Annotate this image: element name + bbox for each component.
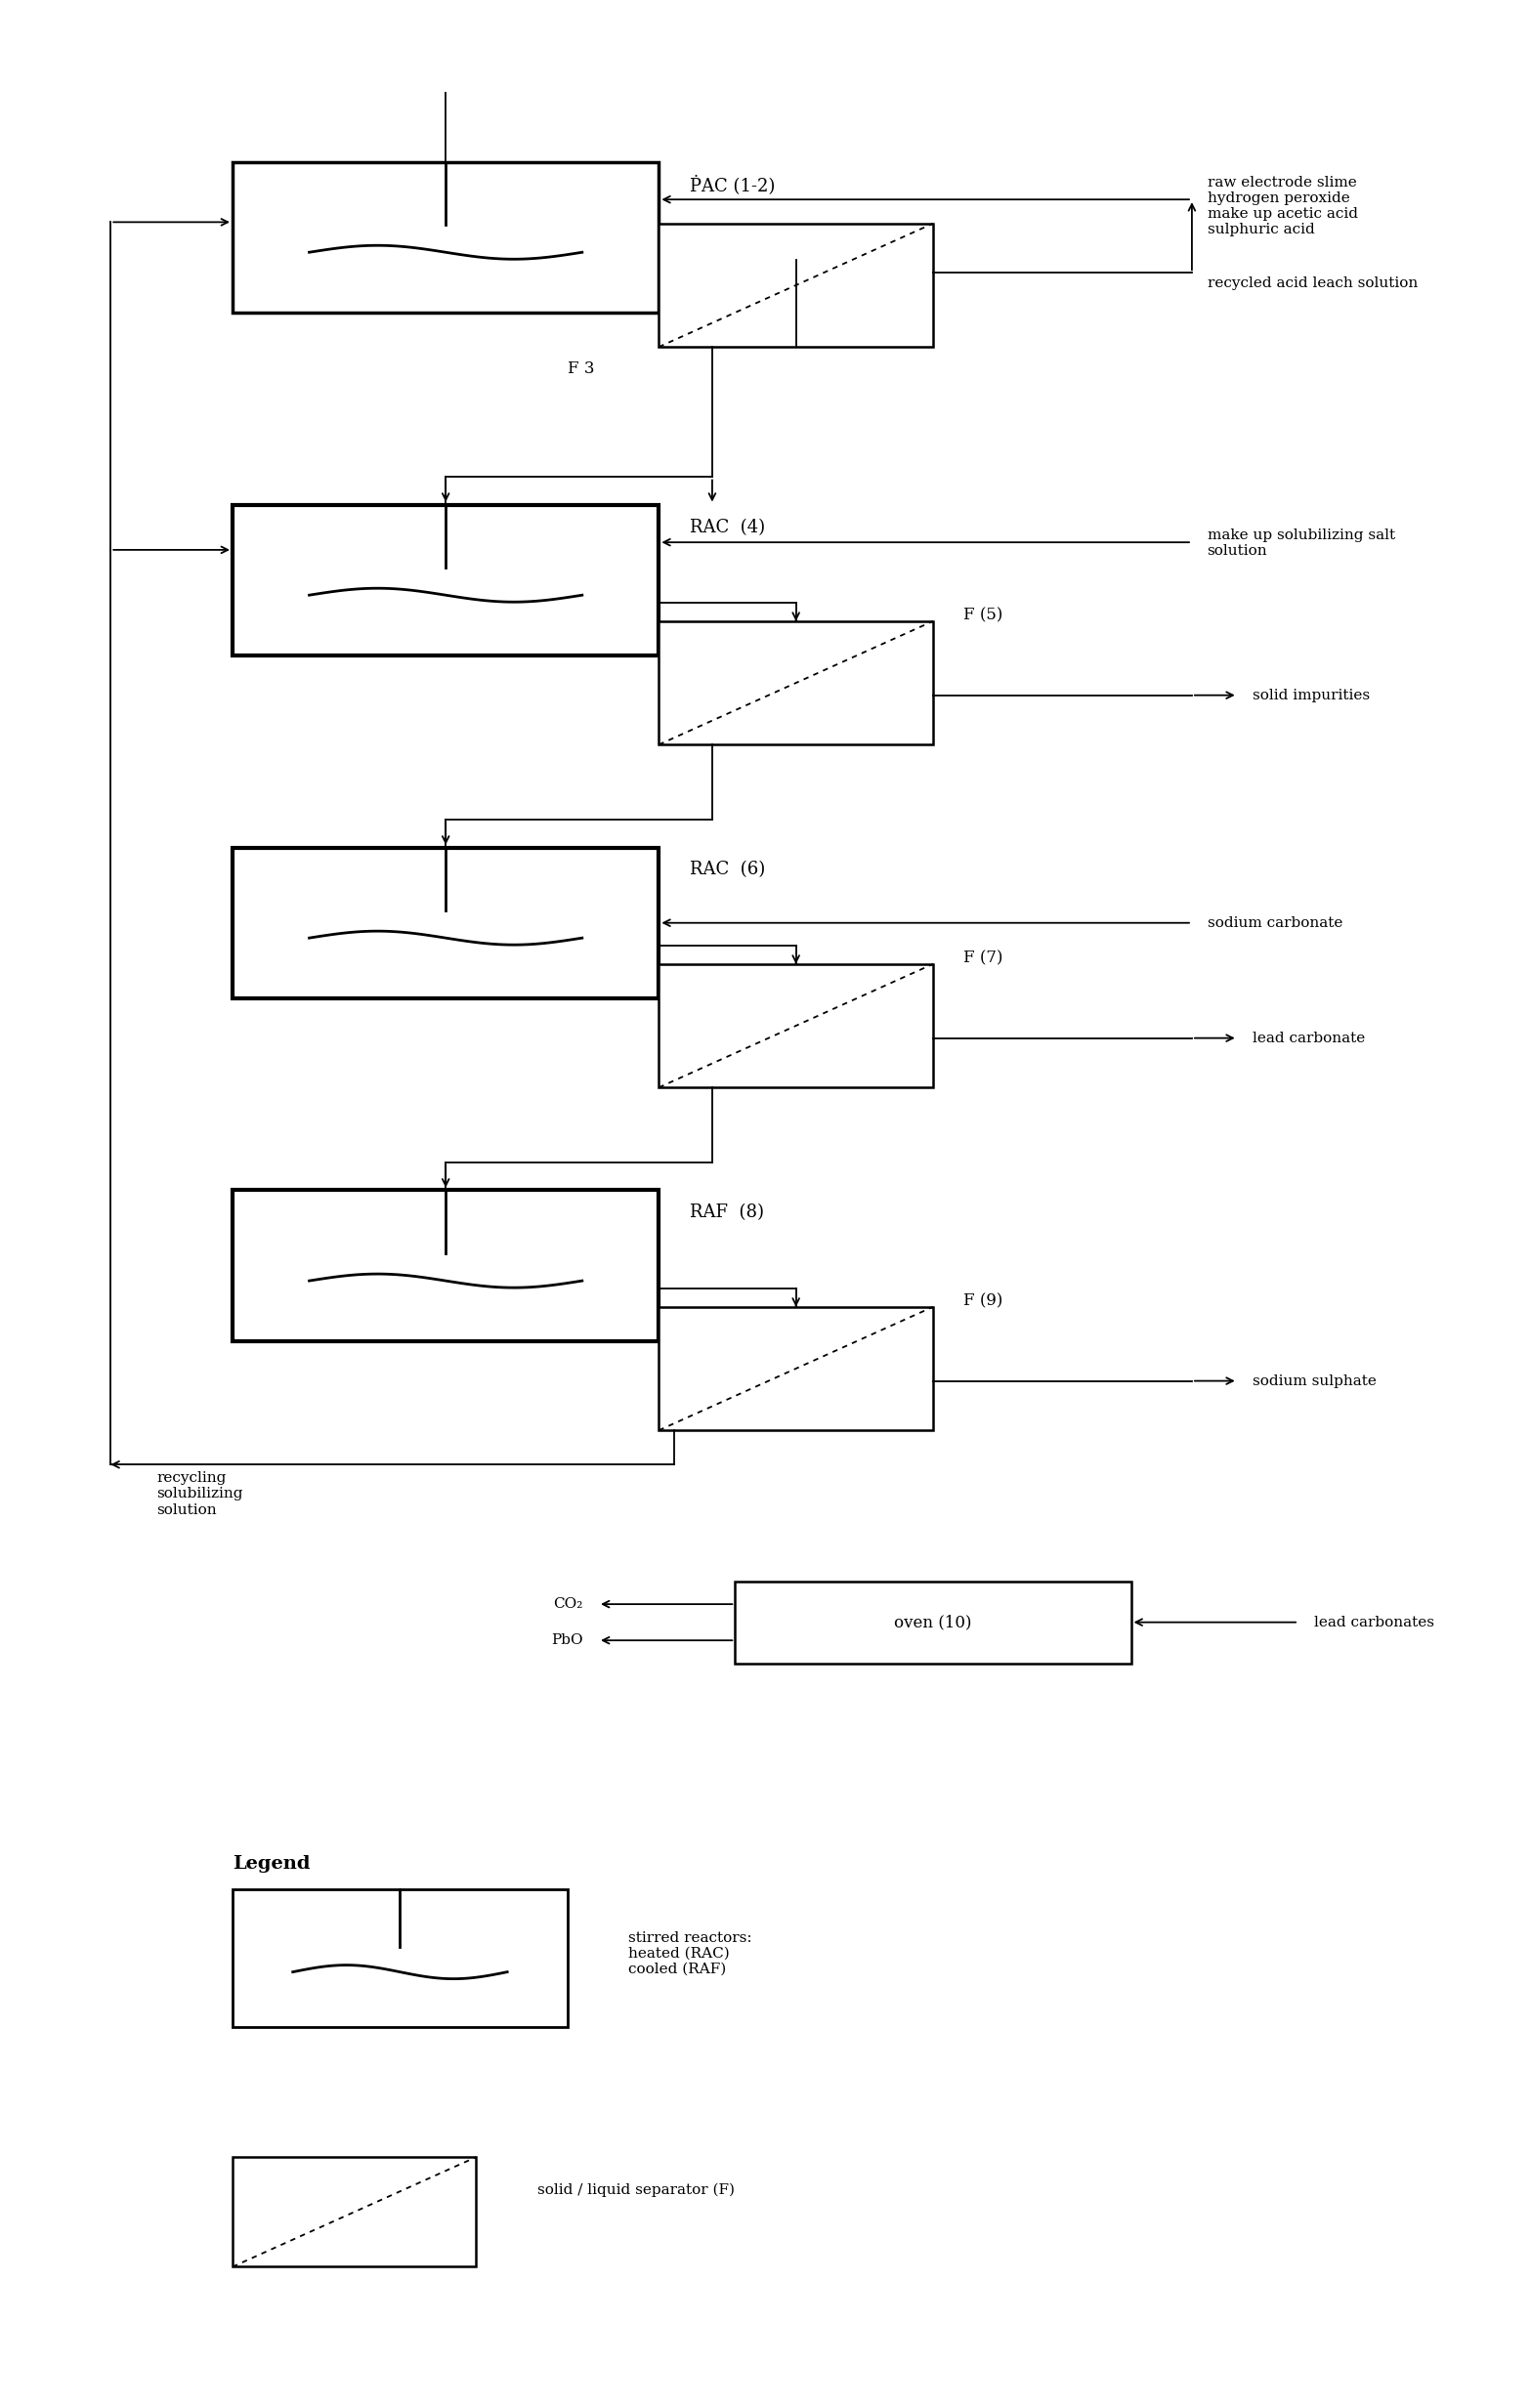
Bar: [658, 621, 932, 744]
Text: F 3: F 3: [568, 361, 594, 378]
Text: F (7): F (7): [963, 951, 1003, 968]
Bar: [233, 1190, 658, 1341]
Text: raw electrode slime
hydrogen peroxide
make up acetic acid
sulphuric acid: raw electrode slime hydrogen peroxide ma…: [1206, 176, 1358, 236]
Text: lead carbonates: lead carbonates: [1314, 1616, 1435, 1630]
Text: RAF  (8): RAF (8): [689, 1204, 764, 1221]
Text: solid / liquid separator (F): solid / liquid separator (F): [537, 2184, 735, 2196]
Bar: [233, 2158, 476, 2266]
Text: solid impurities: solid impurities: [1252, 689, 1370, 703]
Text: F (5): F (5): [963, 607, 1003, 624]
Text: RAC  (6): RAC (6): [689, 862, 766, 879]
Text: sodium carbonate: sodium carbonate: [1206, 915, 1343, 929]
Text: oven (10): oven (10): [894, 1613, 972, 1630]
Text: sodium sulphate: sodium sulphate: [1252, 1375, 1376, 1387]
Bar: [233, 506, 658, 655]
Text: ṖAC (1-2): ṖAC (1-2): [689, 176, 775, 195]
Text: Legend: Legend: [233, 1857, 311, 1873]
Text: RAC  (4): RAC (4): [689, 518, 764, 537]
Text: PbO: PbO: [551, 1633, 583, 1647]
Text: stirred reactors:
heated (RAC)
cooled (RAF): stirred reactors: heated (RAC) cooled (R…: [628, 1931, 752, 1977]
Bar: [658, 963, 932, 1088]
Text: recycling
solubilizing
solution: recycling solubilizing solution: [156, 1471, 243, 1517]
Bar: [233, 1890, 568, 2028]
Bar: [233, 848, 658, 999]
Text: CO₂: CO₂: [553, 1597, 583, 1611]
Text: F (9): F (9): [963, 1293, 1003, 1310]
Bar: [735, 1582, 1131, 1664]
Text: recycled acid leach solution: recycled acid leach solution: [1206, 277, 1418, 289]
Bar: [658, 1308, 932, 1430]
Text: make up solubilizing salt
solution: make up solubilizing salt solution: [1206, 530, 1395, 559]
Bar: [658, 224, 932, 347]
Bar: [233, 161, 658, 313]
Text: lead carbonate: lead carbonate: [1252, 1031, 1366, 1045]
